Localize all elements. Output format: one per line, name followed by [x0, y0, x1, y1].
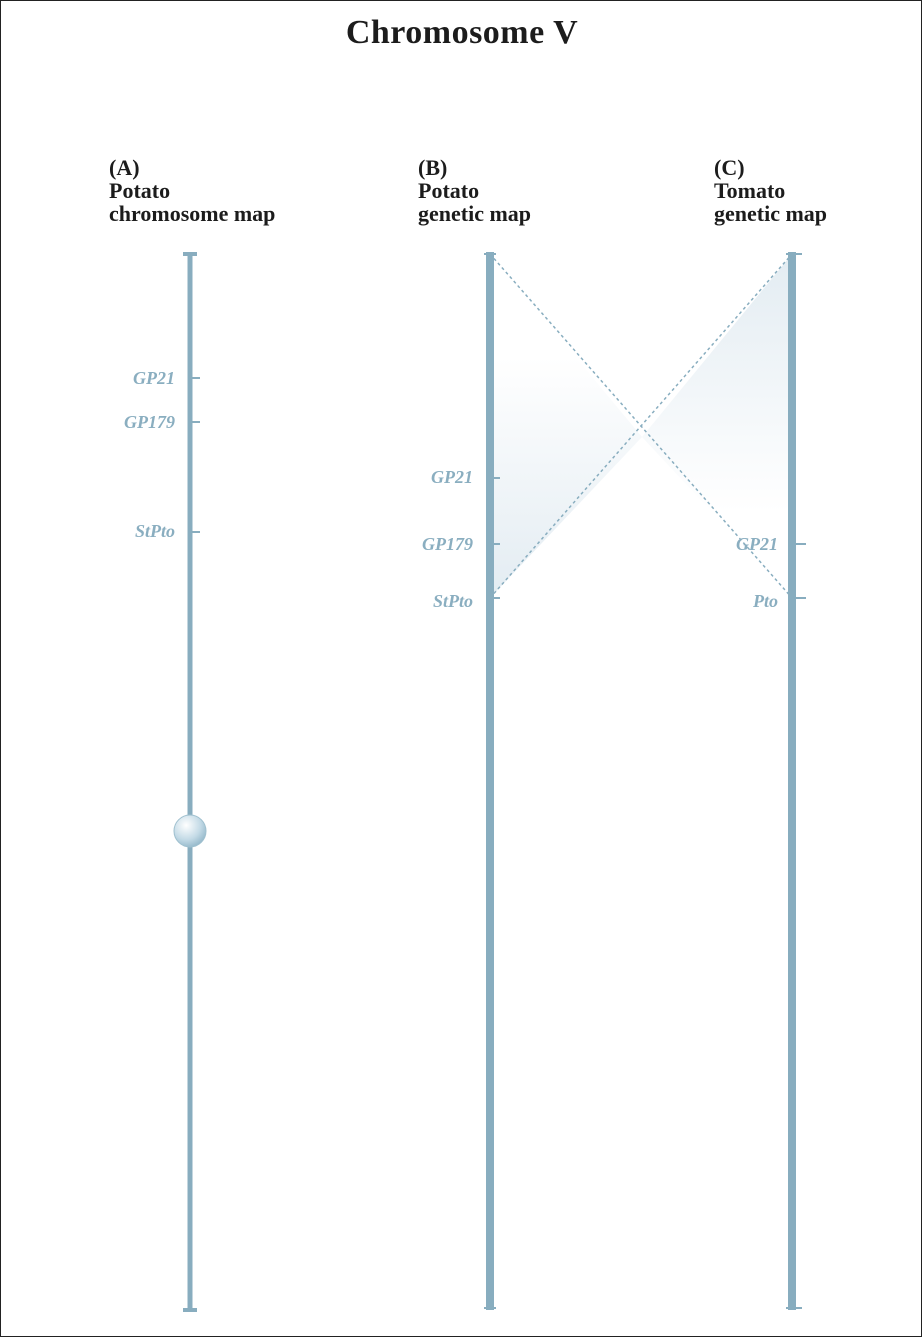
panel-b-line2: genetic map [418, 201, 532, 226]
homology-wedge-c [642, 254, 792, 598]
homology-wedge-b [490, 254, 642, 598]
centromere [173, 814, 207, 848]
marker-c-pto-label: Pto [752, 591, 778, 611]
panel-a-heading: (A) Potato chromosome map [109, 156, 275, 225]
marker-a-gp179-label: GP179 [124, 412, 175, 432]
panel-a-letter: (A) [109, 155, 140, 180]
panel-a-line1: Potato [109, 178, 171, 203]
chromosome-b: GP21 GP179 StPto [422, 252, 500, 1310]
panel-b-heading: (B) Potato genetic map [418, 156, 531, 225]
panel-a-line2: chromosome map [109, 201, 276, 226]
panel-c-line1: Tomato [714, 178, 786, 203]
panel-b-line1: Potato [418, 178, 480, 203]
marker-b-gp179-label: GP179 [422, 534, 473, 554]
panel-c-letter: (C) [714, 155, 745, 180]
marker-a-stpto-label: StPto [135, 521, 175, 541]
panel-c-line2: genetic map [714, 201, 828, 226]
panel-c-heading: (C) Tomato genetic map [714, 156, 827, 225]
marker-a-gp21-label: GP21 [133, 368, 175, 388]
homology-link-b-stpto-to-c-top [489, 253, 793, 599]
marker-c-gp21-label: GP21 [736, 534, 778, 554]
figure-title: Chromosome V [345, 14, 579, 51]
chromosome-a: GP21 GP179 StPto [124, 252, 207, 1312]
chromosome-c: GP21 Pto [736, 252, 806, 1310]
marker-b-stpto-label: StPto [433, 591, 473, 611]
marker-b-gp21-label: GP21 [431, 467, 473, 487]
panel-b-letter: (B) [418, 155, 448, 180]
